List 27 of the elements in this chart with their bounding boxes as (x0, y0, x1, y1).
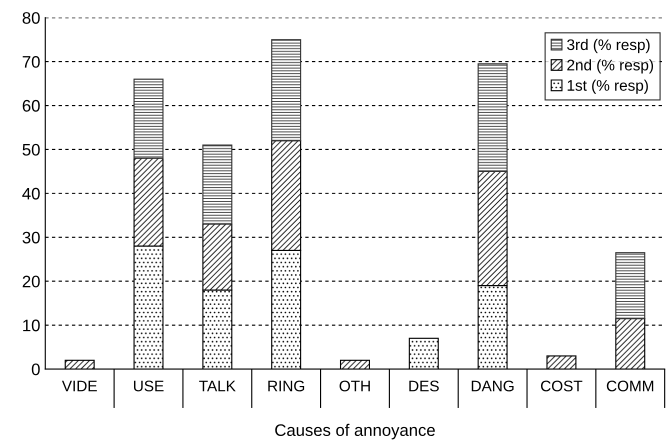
bar (615, 252, 646, 320)
bar (271, 39, 302, 142)
x-tick-label: USE (134, 380, 164, 392)
bar (478, 63, 508, 172)
x-axis-title: Causes of annoyance (275, 424, 435, 440)
legend-label: 1st (% resp) (568, 80, 648, 94)
y-tick-label: 80 (22, 12, 40, 24)
y-tick-label: 40 (22, 188, 40, 200)
x-tick-label: COMM (606, 380, 654, 392)
legend-label: 3rd (% resp) (567, 38, 650, 54)
x-tick-label: COST (540, 380, 582, 392)
bar (202, 144, 232, 225)
y-tick-label: 0 (32, 363, 40, 376)
y-tick-label: 10 (23, 320, 40, 332)
x-tick-label: DES (409, 380, 439, 392)
legend-label: 2nd (% resp) (567, 59, 654, 74)
y-tick-label: 20 (22, 276, 40, 288)
y-tick-label: 60 (22, 100, 40, 112)
x-tick-label: RING (268, 380, 304, 392)
x-tick-label: TALK (199, 380, 236, 392)
y-tick-label: 30 (22, 232, 40, 244)
x-tick-label: OTH (340, 380, 370, 392)
x-tick-label: VIDE (62, 380, 97, 392)
y-tick-label: 50 (22, 144, 40, 156)
bar (134, 78, 164, 159)
y-tick-label: 70 (22, 56, 40, 68)
x-tick-label: DANG (472, 380, 514, 392)
